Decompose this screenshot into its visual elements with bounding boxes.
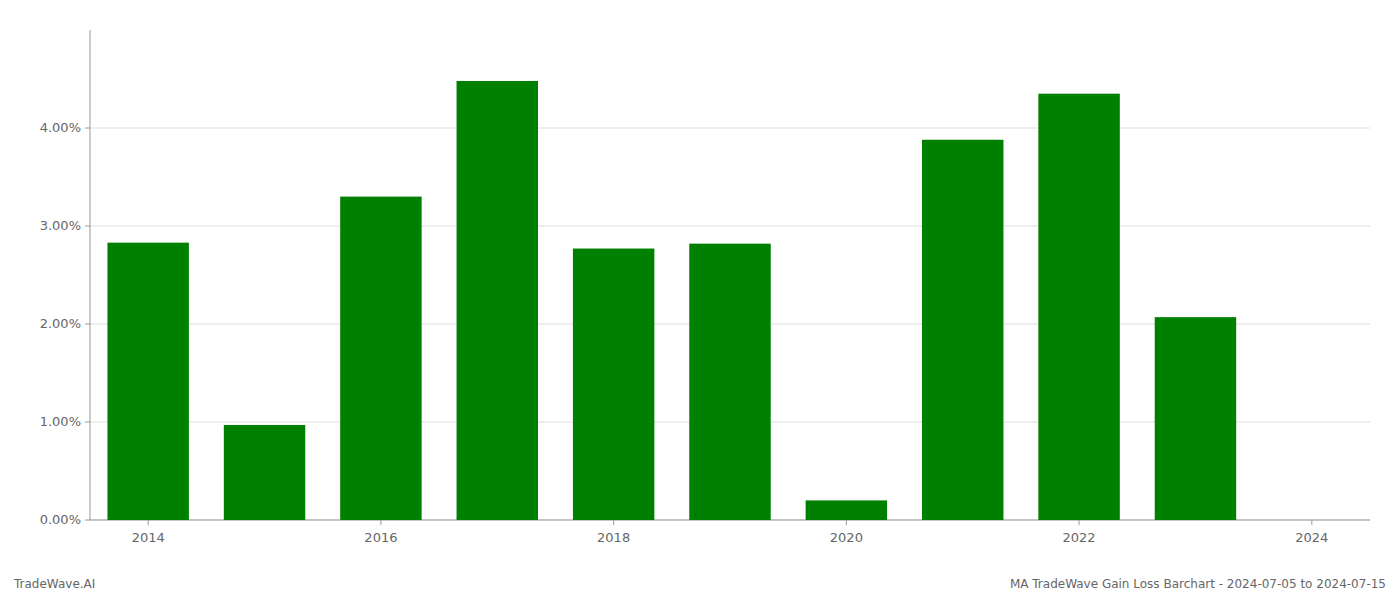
y-tick-label: 1.00% (40, 414, 81, 429)
y-tick (85, 128, 90, 129)
x-tick-label: 2018 (597, 530, 630, 545)
y-tick (85, 520, 90, 521)
y-tick (85, 422, 90, 423)
y-tick-label: 4.00% (40, 120, 81, 135)
x-tick (846, 520, 847, 525)
bar (573, 249, 654, 520)
footer-text: MA TradeWave Gain Loss Barchart - 2024-0… (1010, 577, 1386, 591)
bar (922, 140, 1003, 520)
grid-line (90, 226, 1370, 227)
y-tick-label: 0.00% (40, 512, 81, 527)
chart-container: 0.00% 1.00% 2.00% 3.00% 4.00% 2014 2016 2018 202… (0, 0, 1400, 600)
x-tick (613, 520, 614, 525)
grid-line (90, 128, 1370, 129)
bar (1038, 94, 1119, 520)
x-tick-label: 2020 (830, 530, 863, 545)
x-tick (380, 520, 381, 525)
footer: TradeWave.AI MA TradeWave Gain Loss Barch… (13, 577, 1386, 591)
axes: 0.00% 1.00% 2.00% 3.00% 4.00% 2014 2016 2018 202… (40, 30, 1370, 545)
grid (90, 128, 1370, 520)
x-tick-label: 2014 (132, 530, 165, 545)
bar (340, 197, 421, 520)
y-tick (85, 226, 90, 227)
y-tick-label: 3.00% (40, 218, 81, 233)
bar (224, 425, 305, 520)
bars (107, 81, 1236, 520)
bar (107, 243, 188, 520)
chart-svg: 0.00% 1.00% 2.00% 3.00% 4.00% 2014 2016 2018 202… (0, 0, 1400, 600)
y-tick (85, 324, 90, 325)
x-tick (1311, 520, 1312, 525)
bar (457, 81, 538, 520)
x-tick-label: 2016 (364, 530, 397, 545)
bar (689, 244, 770, 520)
x-tick (1079, 520, 1080, 525)
bar (1155, 317, 1236, 520)
y-tick-label: 2.00% (40, 316, 81, 331)
x-tick-label: 2022 (1063, 530, 1096, 545)
bar (806, 500, 887, 520)
y-axis-line (90, 30, 91, 520)
x-tick (148, 520, 149, 525)
bar (1271, 520, 1352, 521)
x-tick-label: 2024 (1295, 530, 1328, 545)
footer-text: TradeWave.AI (13, 577, 95, 591)
